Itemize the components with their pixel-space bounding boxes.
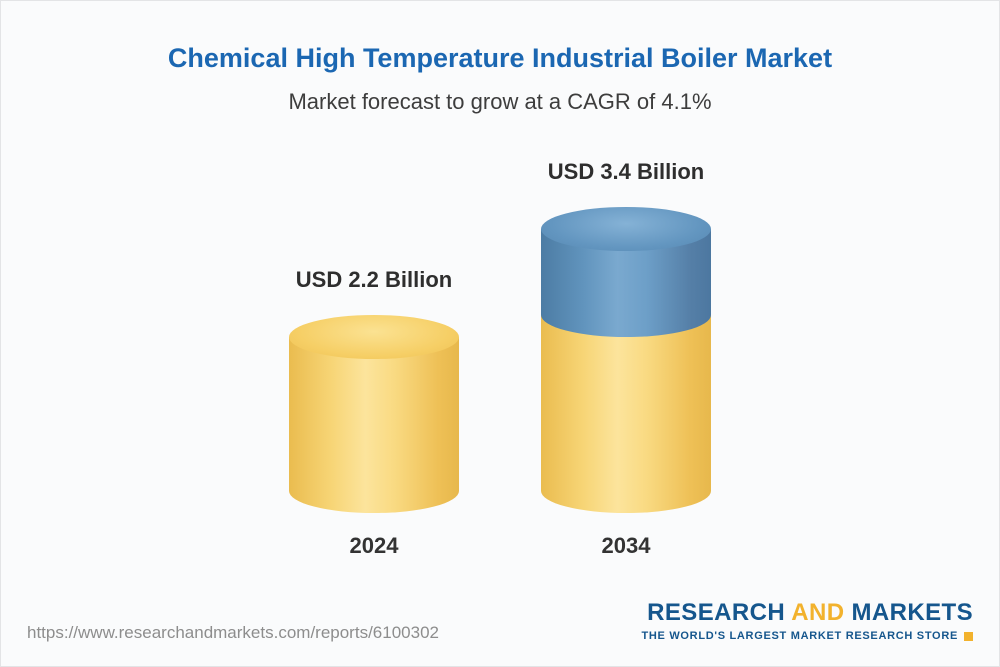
logo-word-and: AND	[791, 599, 845, 626]
research-and-markets-logo: RESEARCH AND MARKETS THE WORLD'S LARGEST…	[641, 599, 973, 642]
bar-group-2024: USD 2.2 Billion 2024	[289, 1, 459, 666]
bar-group-2034: USD 3.4 Billion 2034	[541, 1, 711, 666]
chart-subtitle: Market forecast to grow at a CAGR of 4.1…	[288, 89, 712, 114]
cylinder-cap-base	[289, 315, 459, 359]
logo-word-research: RESEARCH	[647, 599, 786, 626]
chart-title: Chemical High Temperature Industrial Boi…	[167, 43, 833, 73]
report-url: https://www.researchandmarkets.com/repor…	[27, 623, 439, 642]
logo-tagline: THE WORLD'S LARGEST MARKET RESEARCH STOR…	[641, 630, 958, 642]
cylinder-segment-base	[289, 337, 459, 513]
bar-value-label: USD 2.2 Billion	[295, 267, 453, 292]
cylinder	[541, 207, 711, 513]
cylinder	[289, 315, 459, 513]
logo-tagline-row: THE WORLD'S LARGEST MARKET RESEARCH STOR…	[641, 630, 973, 642]
x-axis-label: 2034	[601, 533, 651, 558]
logo-word-markets: MARKETS	[851, 599, 973, 626]
logo-wordmark: RESEARCH AND MARKETS	[641, 599, 973, 627]
cylinder-segment-base	[541, 315, 711, 513]
bar-value-label: USD 3.4 Billion	[547, 159, 705, 184]
cylinder-cap-growth	[541, 207, 711, 251]
logo-square-icon	[964, 631, 973, 641]
x-axis-label: 2024	[349, 533, 399, 558]
